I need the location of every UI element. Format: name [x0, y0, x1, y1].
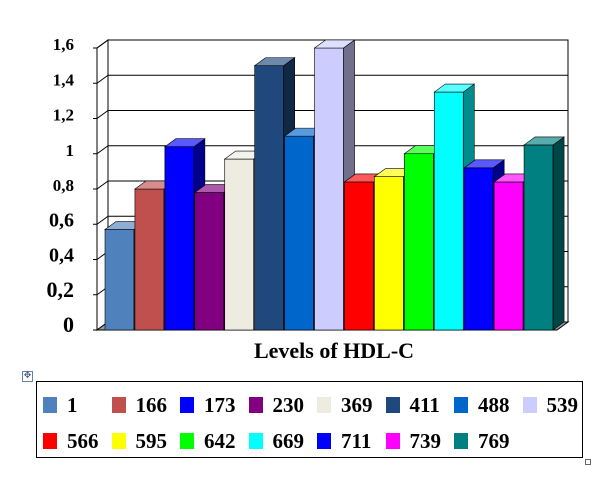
bar-front: [344, 181, 374, 331]
legend-item: 669: [248, 426, 318, 456]
legend-row-2: 566 595 642 669 711 739 769: [43, 426, 523, 456]
y-tick-label: 1,2: [53, 106, 74, 125]
legend-label: 166: [135, 392, 168, 417]
bar-top: [313, 39, 356, 49]
legend-label: 642: [204, 428, 236, 453]
y-tick-label: 0,2: [47, 277, 75, 302]
gridline-side: [96, 110, 109, 119]
bar-front: [463, 167, 494, 331]
legend-item: 711: [317, 426, 386, 456]
legend-item: 769: [454, 426, 523, 456]
legend-label: 173: [204, 392, 236, 417]
bar-front: [224, 158, 255, 331]
legend-label: 595: [135, 428, 168, 453]
resize-handle[interactable]: [585, 459, 591, 465]
bar-front: [164, 146, 195, 331]
x-axis-title: Levels of HDL-C: [254, 338, 414, 363]
gridline-side: [96, 145, 109, 155]
legend-label: 488: [478, 392, 510, 417]
bar-top: [433, 83, 476, 93]
legend-label: 369: [341, 392, 373, 417]
legend-swatch: [385, 433, 400, 449]
bar-front: [284, 135, 314, 331]
y-tick-labels: 0 0,2 0,4 0,6 0,8 1 1,2 1,4 1,6: [47, 35, 97, 337]
legend-item: 595: [111, 426, 181, 456]
legend-swatch: [111, 433, 126, 449]
y-tick-label: 0: [63, 312, 74, 337]
bar-front: [254, 65, 284, 331]
legend-item: 642: [180, 426, 249, 456]
bar-top: [463, 159, 506, 169]
legend-swatch: [385, 397, 400, 413]
legend-swatch: [317, 397, 331, 413]
bar-front: [493, 181, 524, 331]
bar-front: [523, 144, 554, 331]
move-handle-icon[interactable]: ✥: [22, 371, 33, 382]
bar-top: [523, 136, 565, 146]
gridline-side: [96, 39, 109, 49]
legend-swatch: [180, 433, 194, 449]
bar-front: [104, 229, 135, 331]
legend-item: 739: [385, 426, 455, 456]
y-tick-label: 1,4: [53, 70, 75, 89]
legend-swatch: [522, 397, 537, 413]
bar: [523, 136, 565, 331]
bar-front: [433, 91, 464, 331]
legend-label: 669: [272, 428, 305, 453]
legend-label: 711: [341, 428, 372, 453]
bar-front: [194, 192, 225, 331]
bar-top: [253, 57, 296, 66]
y-tick-label: 0,6: [49, 209, 74, 231]
legend-label: 230: [272, 392, 305, 417]
legend-label: 411: [409, 392, 440, 417]
bar-top: [163, 138, 206, 147]
legend-swatch: [180, 397, 194, 413]
legend-swatch: [43, 397, 57, 413]
legend-item: 230: [248, 390, 318, 420]
legend-swatch: [454, 397, 468, 413]
legend-swatch: [248, 397, 263, 413]
bar-front: [134, 188, 165, 331]
legend-swatch: [111, 397, 126, 413]
legend-item: 539: [522, 390, 592, 420]
bars: [104, 39, 565, 331]
legend-swatch: [248, 433, 263, 449]
legend-item: 566: [43, 426, 112, 456]
legend-swatch: [43, 433, 57, 449]
y-tick-label: 1: [66, 141, 75, 160]
legend-label: 739: [409, 428, 442, 453]
legend: 1 166 173 230 369 411 488 539 566 595 642 669 711 73…: [36, 381, 583, 458]
legend-item: 369: [317, 390, 386, 420]
legend-label: 539: [546, 392, 579, 417]
gridline-side: [96, 215, 109, 225]
legend-swatch: [454, 433, 468, 449]
gridline-side: [96, 74, 109, 84]
y-tick-label: 1,6: [53, 35, 74, 54]
legend-item: 166: [111, 390, 181, 420]
legend-label: 1: [67, 392, 78, 417]
legend-row-1: 1 166 173 230 369 411 488 539: [43, 390, 591, 420]
bar-front: [374, 176, 404, 331]
legend-item: 1: [43, 390, 112, 420]
legend-label: 769: [478, 428, 510, 453]
legend-swatch: [317, 433, 331, 449]
bar-front: [404, 153, 434, 331]
legend-label: 566: [67, 428, 99, 453]
bar-side: [552, 136, 565, 331]
legend-item: 488: [454, 390, 523, 420]
y-tick-label: 0,4: [49, 245, 74, 267]
legend-item: 411: [385, 390, 455, 420]
bar-front: [314, 47, 344, 331]
gridline-side: [96, 180, 109, 190]
y-tick-label: 0,8: [53, 176, 74, 195]
legend-item: 173: [180, 390, 249, 420]
